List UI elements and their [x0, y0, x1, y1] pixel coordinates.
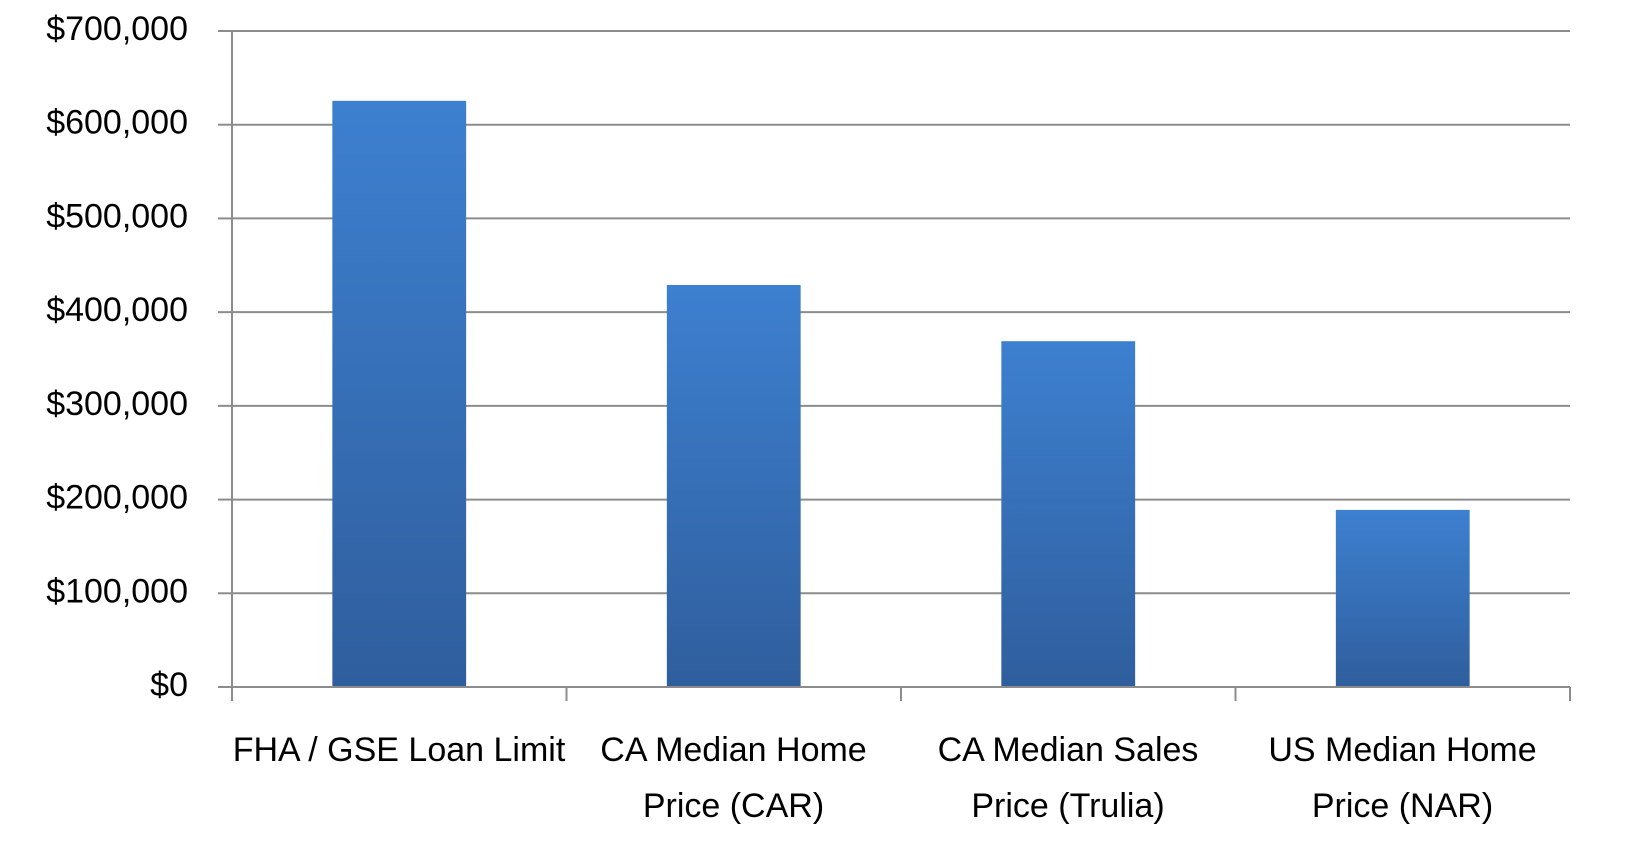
- y-tick-label: $100,000: [46, 572, 188, 610]
- y-tick-label: $400,000: [46, 291, 188, 329]
- bar: [1335, 509, 1470, 687]
- x-tick-label: CA Median Home Price (CAR): [600, 731, 867, 825]
- x-tick-label: CA Median Sales Price (Trulia): [937, 731, 1199, 825]
- y-tick-label: $200,000: [46, 479, 188, 517]
- y-tick-label: $600,000: [46, 104, 188, 142]
- x-tick-label: FHA / GSE Loan Limit: [232, 731, 566, 769]
- x-tick-label: US Median Home Price (NAR): [1268, 731, 1537, 825]
- bar: [332, 100, 467, 688]
- y-tick-label: $300,000: [46, 385, 188, 423]
- bar: [666, 284, 801, 687]
- y-tick-label: $700,000: [46, 10, 188, 48]
- bar: [1001, 341, 1136, 687]
- y-tick-label: $0: [150, 666, 188, 704]
- y-tick-label: $500,000: [46, 197, 188, 235]
